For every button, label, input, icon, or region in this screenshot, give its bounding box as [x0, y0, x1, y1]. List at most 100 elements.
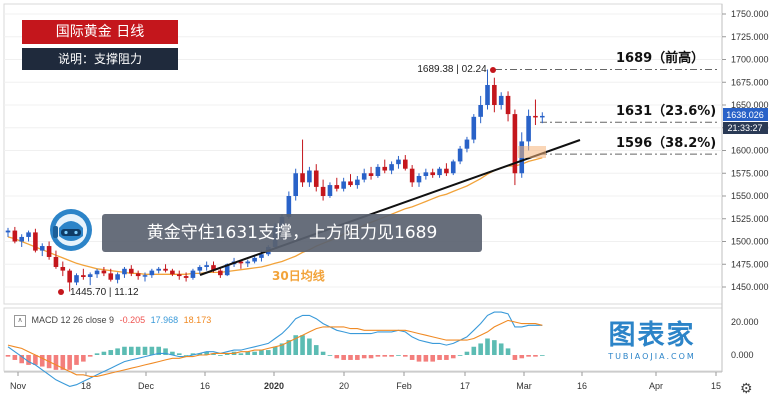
macd-legend-name: MACD 12 26 close 9: [31, 315, 115, 326]
macd-hist-bar: [5, 355, 11, 357]
candle-body: [382, 166, 388, 171]
candle-body: [39, 246, 45, 251]
candle-body: [485, 84, 490, 105]
candle-body: [81, 275, 86, 277]
macd-legend-macd: 17.968: [150, 315, 179, 326]
macd-hist-bar: [375, 355, 381, 357]
time-tick-label: 2020: [264, 381, 284, 391]
candle-body: [238, 261, 244, 264]
macd-hist-bar: [149, 346, 155, 355]
macd-hist-bar: [87, 355, 93, 357]
macd-hist-bar: [170, 351, 175, 355]
candle-body: [190, 270, 196, 278]
macd-hist-bar: [39, 355, 45, 367]
candle-body: [26, 232, 31, 237]
macd-hist-bar: [320, 351, 326, 355]
macd-hist-bar: [74, 355, 79, 365]
macd-hist-bar: [368, 355, 374, 359]
watermark-sub: TUBIAOJIA.COM: [608, 352, 696, 361]
price-tick-label: 1475.000: [731, 259, 769, 269]
current-price-value: 1638.026: [726, 110, 764, 120]
candle-body: [423, 172, 429, 176]
macd-hist-bar: [396, 355, 401, 356]
macd-hist-bar: [183, 355, 189, 356]
candle-body: [67, 270, 72, 283]
candle-body: [327, 185, 333, 196]
high-annotation: 1689.38 | 02.24: [417, 64, 487, 75]
candle-body: [457, 148, 463, 162]
candle-body: [46, 246, 52, 257]
macd-hist-bar: [266, 350, 271, 355]
candle-body: [375, 166, 381, 176]
time-tick-label: 16: [200, 381, 210, 391]
price-tick-label: 1500.000: [731, 237, 769, 247]
macd-hist-bar: [81, 355, 86, 362]
macd-hist-bar: [218, 355, 223, 356]
macd-hist-bar: [245, 351, 251, 355]
candle-body: [135, 273, 141, 277]
candle-body: [471, 116, 477, 140]
macd-hist-bar: [197, 353, 203, 355]
candle-body: [355, 179, 360, 186]
candle-body: [341, 181, 346, 189]
macd-hist-bar: [33, 355, 38, 365]
time-tick-label: 17: [460, 381, 470, 391]
macd-hist-bar: [19, 355, 24, 364]
candle-body: [464, 139, 470, 149]
macd-hist-bar: [533, 355, 538, 357]
candle-body: [307, 170, 312, 183]
macd-legend-signal: 18.173: [183, 315, 212, 326]
macd-hist-bar: [485, 338, 490, 355]
macd-hist-bar: [115, 348, 120, 355]
macd-hist-bar: [108, 350, 114, 355]
macd-hist-bar: [437, 355, 442, 360]
macd-hist-bar: [327, 355, 333, 356]
countdown-tag: [723, 122, 768, 134]
candle-body: [94, 270, 100, 275]
macd-hist-bar: [204, 351, 209, 355]
macd-hist-bar: [293, 335, 298, 355]
candle-body: [320, 186, 326, 196]
candle-body: [170, 270, 175, 275]
resistance-label-1689: 1689（前高）: [616, 50, 704, 66]
low-marker: [58, 289, 64, 295]
candle-body: [149, 270, 155, 276]
macd-hist-bar: [176, 353, 182, 355]
macd-hist-bar: [409, 355, 415, 360]
current-price-tag: [723, 108, 768, 121]
collapse-chevron-icon[interactable]: ∧: [14, 315, 26, 327]
macd-hist-bar: [341, 355, 346, 360]
price-tick-label: 1700.000: [731, 55, 769, 65]
macd-hist-bar: [403, 355, 408, 357]
candle-body: [224, 264, 230, 276]
macd-hist-bar: [334, 355, 340, 359]
candle-body: [19, 236, 24, 242]
macd-hist-bar: [355, 355, 360, 360]
macd-hist-bar: [190, 353, 196, 355]
macd-hist-bar: [457, 355, 463, 356]
macd-hist-bar: [450, 355, 456, 359]
high-marker: [490, 67, 496, 73]
price-axis[interactable]: 1750.000 1725.000 1700.000 1675.000 1650.000…: [722, 9, 769, 360]
candle-body: [60, 266, 66, 271]
candle-body: [409, 168, 415, 183]
candle-body: [505, 95, 511, 115]
macd-legend[interactable]: ∧ MACD 12 26 close 9 -0.205 17.968 18.17…: [14, 315, 214, 327]
macd-hist-bar: [272, 346, 278, 355]
watermark-main: 图表家: [608, 320, 696, 351]
price-tick-label: 1750.000: [731, 9, 769, 19]
macd-hist-bar: [101, 351, 107, 355]
candle-body: [129, 268, 134, 274]
candle-body: [286, 196, 292, 217]
macd-hist-bar: [252, 351, 257, 355]
candle-body: [115, 274, 120, 280]
macd-hist-bar: [416, 355, 422, 362]
time-axis[interactable]: Nov 18 Dec 16 2020 20 Feb 17 Mar 16 Apr 15: [10, 372, 721, 391]
settings-gear-icon[interactable]: ⚙: [740, 380, 753, 396]
price-tick-label: 1725.000: [731, 32, 769, 42]
macd-hist-bar: [423, 355, 429, 362]
macd-hist-bar: [60, 355, 66, 370]
macd-hist-bar: [361, 355, 367, 359]
macd-hist-bar: [382, 355, 388, 357]
macd-hist-bar: [300, 335, 305, 355]
